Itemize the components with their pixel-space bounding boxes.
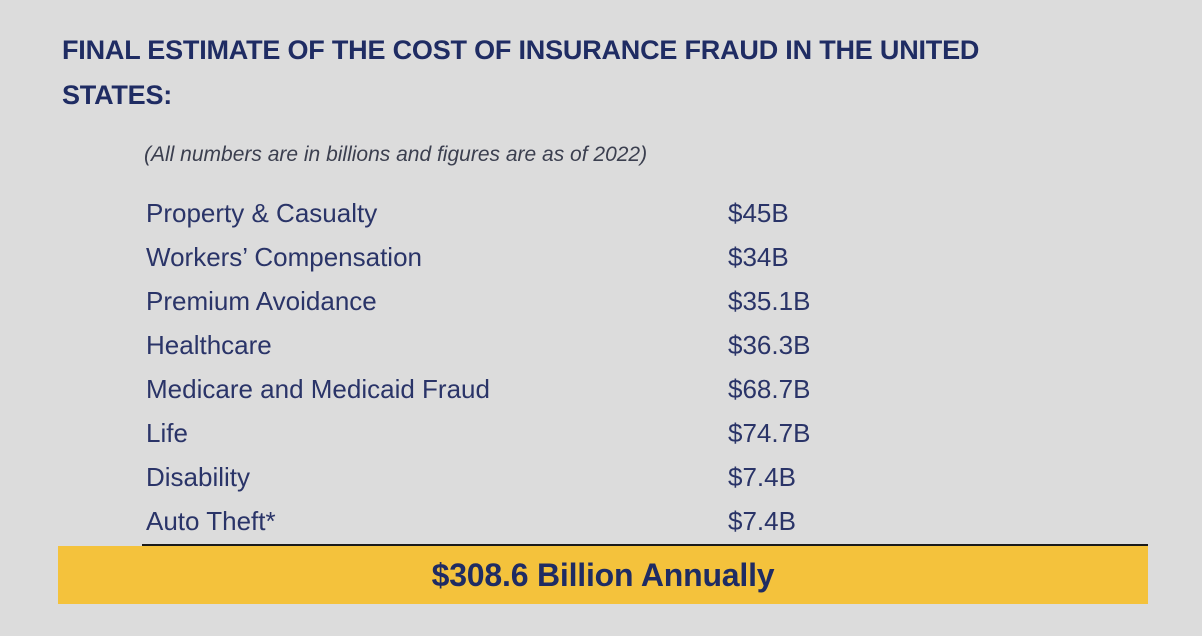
row-label: Workers’ Compensation <box>146 242 422 272</box>
page-title: FINAL ESTIMATE OF THE COST OF INSURANCE … <box>62 35 980 110</box>
row-label: Property & Casualty <box>146 198 378 228</box>
row-label: Healthcare <box>146 330 272 360</box>
table-row: Premium Avoidance $35.1B <box>146 281 906 325</box>
total-banner: $308.6 Billion Annually <box>58 546 1148 604</box>
row-label: Medicare and Medicaid Fraud <box>146 374 490 404</box>
row-value: $35.1B <box>728 286 811 316</box>
row-value: $45B <box>728 198 789 228</box>
row-label: Disability <box>146 462 251 492</box>
row-value: $74.7B <box>728 418 811 448</box>
row-value: $34B <box>728 242 789 272</box>
row-value: $68.7B <box>728 374 811 404</box>
cost-table: Property & Casualty $45B Workers’ Compen… <box>146 193 906 545</box>
table-row: Disability $7.4B <box>146 457 906 501</box>
row-label: Premium Avoidance <box>146 286 377 316</box>
row-label: Life <box>146 418 188 448</box>
row-value: $7.4B <box>728 506 796 536</box>
units-note: (All numbers are in billions and figures… <box>144 143 648 166</box>
table-row: Workers’ Compensation $34B <box>146 237 906 281</box>
table-row: Property & Casualty $45B <box>146 193 906 237</box>
table-divider <box>142 544 1148 546</box>
row-value: $36.3B <box>728 330 811 360</box>
table-row: Healthcare $36.3B <box>146 325 906 369</box>
row-label: Auto Theft* <box>146 506 276 536</box>
table-row: Medicare and Medicaid Fraud $68.7B <box>146 369 906 413</box>
total-amount: $308.6 Billion Annually <box>431 556 775 593</box>
table-row: Life $74.7B <box>146 413 906 457</box>
row-value: $7.4B <box>728 462 796 492</box>
table-row: Auto Theft* $7.4B <box>146 501 906 545</box>
